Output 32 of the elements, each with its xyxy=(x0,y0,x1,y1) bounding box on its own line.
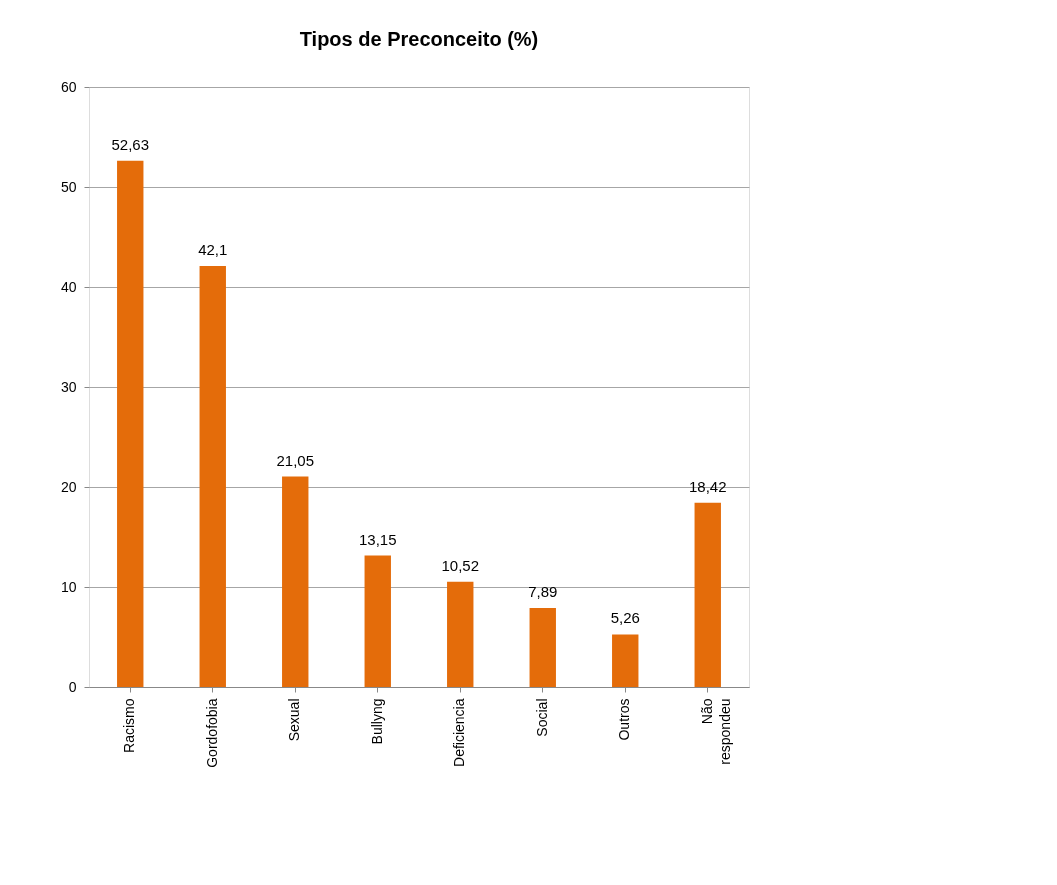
data-label: 42,1 xyxy=(198,241,228,258)
bar xyxy=(612,634,639,687)
bar xyxy=(282,476,309,687)
y-tick-label: 50 xyxy=(60,178,77,195)
data-label: 21,05 xyxy=(276,451,315,469)
x-tick-label: Deficiencia xyxy=(451,698,468,767)
data-label: 5,26 xyxy=(610,609,640,627)
y-tick-label: 10 xyxy=(60,578,77,595)
y-tick-label: 30 xyxy=(60,378,77,395)
x-tick-label: Gordofobia xyxy=(203,698,220,768)
x-tick-label: Sexual xyxy=(286,698,303,742)
data-label: 52,63 xyxy=(111,135,150,153)
bar xyxy=(117,160,144,687)
bar xyxy=(529,608,556,687)
bar xyxy=(364,555,391,687)
y-tick-label: 60 xyxy=(60,78,77,95)
bar xyxy=(447,581,474,687)
x-tick-label: Social xyxy=(533,698,550,737)
y-tick-label: 40 xyxy=(60,278,77,295)
y-tick-label: 0 xyxy=(68,678,77,695)
data-label: 18,42 xyxy=(688,477,727,495)
data-label: 13,15 xyxy=(358,530,397,548)
bar xyxy=(199,266,226,687)
x-tick-label: Racismo xyxy=(121,698,138,753)
x-tick-label: Não respondeu xyxy=(698,698,733,765)
chart-title: Tipos de Preconceito (%) xyxy=(299,28,539,50)
y-tick-label: 20 xyxy=(60,478,77,495)
x-tick-label: Bullyng xyxy=(368,698,385,745)
bar xyxy=(694,502,721,687)
x-tick-label: Outros xyxy=(616,698,633,741)
data-label: 10,52 xyxy=(441,556,480,574)
data-label: 7,89 xyxy=(528,583,558,601)
